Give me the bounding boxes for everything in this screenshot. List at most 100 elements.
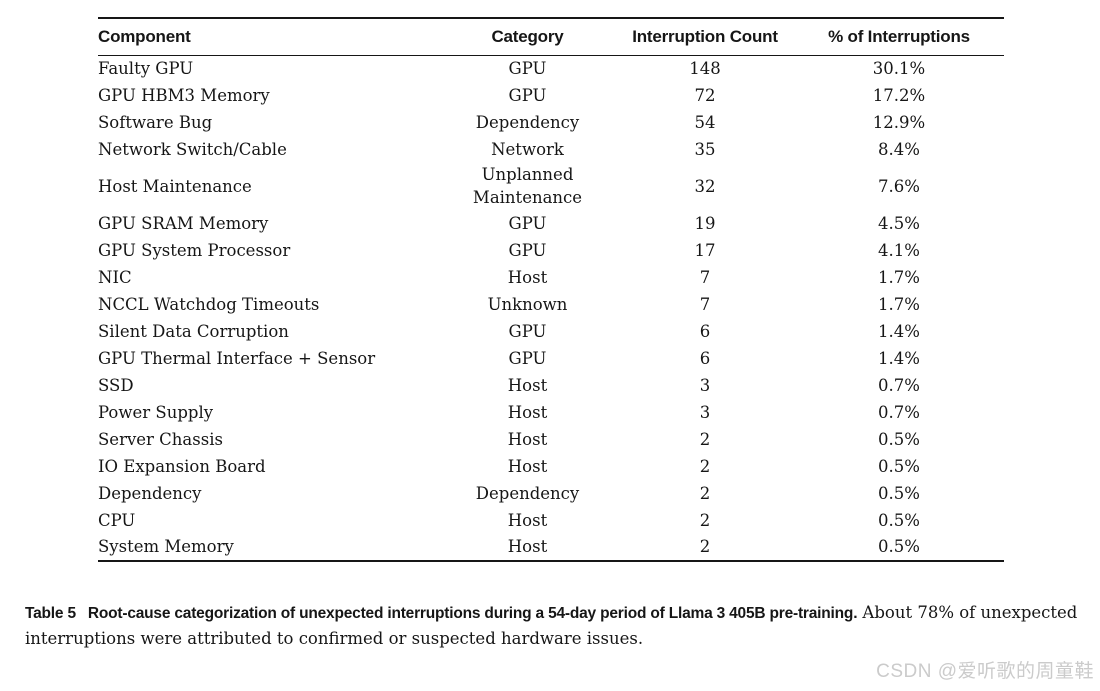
cell-interruption-count: 7 (699, 267, 711, 287)
table-row: CPU Host 2 0.5% (98, 507, 1004, 534)
cell-pct-of-interruptions: 8.4% (878, 139, 920, 159)
cell-pct-of-interruptions: 30.1% (872, 59, 926, 79)
table-row: Faulty GPU GPU 148 30.1% (98, 55, 1004, 82)
cell-category: Dependency (475, 483, 580, 503)
cell-category: GPU (508, 348, 547, 368)
table-caption: Table 5 Root-cause categorization of unex… (25, 600, 1083, 651)
cell-pct-of-interruptions: 0.5% (878, 456, 920, 476)
cell-category: GPU (508, 213, 547, 233)
cell-interruption-count: 32 (694, 176, 716, 196)
cell-category: Unknown (487, 294, 568, 314)
cell-interruption-count: 2 (699, 510, 711, 530)
cell-interruption-count: 17 (694, 240, 716, 260)
cell-pct-of-interruptions: 4.5% (878, 213, 920, 233)
caption-text: About 78% of unexpected interruptions we… (25, 603, 1078, 648)
cell-component: Software Bug (98, 112, 213, 132)
caption-title: Root-cause categorization of unexpected … (87, 605, 858, 622)
header-interruption-count: Interruption Count (616, 18, 794, 56)
cell-category: Host (507, 402, 548, 422)
cell-interruption-count: 72 (694, 85, 716, 105)
cell-component: GPU SRAM Memory (98, 213, 269, 233)
cell-component: System Memory (98, 537, 234, 557)
cell-pct-of-interruptions: 4.1% (878, 240, 920, 260)
cell-pct-of-interruptions: 1.7% (878, 294, 920, 314)
cell-interruption-count: 2 (699, 483, 711, 503)
header-category: Category (439, 18, 616, 56)
cell-component: NCCL Watchdog Timeouts (98, 294, 320, 314)
cell-interruption-count: 54 (694, 112, 716, 132)
watermark: CSDN @爱听歌的周童鞋 (876, 661, 1094, 682)
cell-pct-of-interruptions: 0.7% (878, 375, 920, 395)
table-header-row: Component Category Interruption Count % … (98, 18, 1004, 56)
cell-interruption-count: 3 (699, 375, 711, 395)
table-row: Network Switch/Cable Network 35 8.4% (98, 136, 1004, 163)
interruptions-table: Component Category Interruption Count % … (98, 17, 1004, 562)
cell-interruption-count: 19 (694, 213, 716, 233)
cell-category: GPU (508, 85, 547, 105)
table-row: IO Expansion Board Host 2 0.5% (98, 453, 1004, 480)
cell-component: Dependency (98, 483, 202, 503)
cell-interruption-count: 2 (699, 456, 711, 476)
cell-component: Silent Data Corruption (98, 321, 289, 341)
cell-pct-of-interruptions: 17.2% (872, 85, 926, 105)
cell-category: Host (507, 375, 548, 395)
table-body: Faulty GPU GPU 148 30.1% GPU HBM3 Memory… (98, 55, 1004, 561)
cell-component: Faulty GPU (98, 59, 194, 79)
cell-pct-of-interruptions: 1.7% (878, 267, 920, 287)
table-row: System Memory Host 2 0.5% (98, 534, 1004, 561)
cell-category: Network (491, 139, 564, 159)
table-row: GPU SRAM Memory GPU 19 4.5% (98, 210, 1004, 237)
table-row: Dependency Dependency 2 0.5% (98, 480, 1004, 507)
table-row: GPU HBM3 Memory GPU 72 17.2% (98, 82, 1004, 109)
caption-label: Table 5 (25, 605, 76, 622)
table-row: GPU Thermal Interface + Sensor GPU 6 1.4… (98, 345, 1004, 372)
cell-pct-of-interruptions: 1.4% (878, 321, 920, 341)
cell-component: IO Expansion Board (98, 456, 266, 476)
table-row: Software Bug Dependency 54 12.9% (98, 109, 1004, 136)
cell-component: Host Maintenance (98, 176, 252, 196)
cell-interruption-count: 148 (689, 59, 721, 79)
cell-interruption-count: 35 (694, 139, 716, 159)
cell-component: GPU HBM3 Memory (98, 85, 270, 105)
cell-component: Network Switch/Cable (98, 139, 287, 159)
cell-category: GPU (508, 240, 547, 260)
table-row: GPU System Processor GPU 17 4.1% (98, 237, 1004, 264)
table-header: Component Category Interruption Count % … (98, 18, 1004, 56)
cell-component: NIC (98, 267, 132, 287)
cell-category: Host (507, 537, 548, 557)
cell-pct-of-interruptions: 0.7% (878, 402, 920, 422)
cell-component: Power Supply (98, 402, 214, 422)
cell-pct-of-interruptions: 12.9% (872, 112, 926, 132)
table-row: Server Chassis Host 2 0.5% (98, 426, 1004, 453)
cell-component: SSD (98, 375, 134, 395)
cell-category: GPU (508, 59, 547, 79)
table-row: Silent Data Corruption GPU 6 1.4% (98, 318, 1004, 345)
header-pct-of-interruptions: % of Interruptions (794, 18, 1004, 56)
cell-interruption-count: 6 (699, 348, 711, 368)
table-row: SSD Host 3 0.7% (98, 372, 1004, 399)
header-component: Component (98, 18, 439, 56)
cell-interruption-count: 7 (699, 294, 711, 314)
cell-category: GPU (508, 321, 547, 341)
cell-category: Host (507, 456, 548, 476)
cell-category: Host (507, 510, 548, 530)
table-row: NIC Host 7 1.7% (98, 264, 1004, 291)
cell-component: CPU (98, 510, 136, 530)
cell-component: GPU System Processor (98, 240, 291, 260)
cell-category: Host (507, 267, 548, 287)
cell-interruption-count: 2 (699, 429, 711, 449)
cell-pct-of-interruptions: 1.4% (878, 348, 920, 368)
cell-component: GPU Thermal Interface + Sensor (98, 348, 376, 368)
cell-pct-of-interruptions: 0.5% (878, 537, 920, 557)
cell-pct-of-interruptions: 0.5% (878, 483, 920, 503)
cell-pct-of-interruptions: 0.5% (878, 510, 920, 530)
cell-component: Server Chassis (98, 429, 223, 449)
table-row: Host Maintenance Unplanned Maintenance 3… (98, 163, 1004, 210)
cell-category: Unplanned Maintenance (472, 165, 583, 208)
cell-interruption-count: 3 (699, 402, 711, 422)
table-row: Power Supply Host 3 0.7% (98, 399, 1004, 426)
table-row: NCCL Watchdog Timeouts Unknown 7 1.7% (98, 291, 1004, 318)
cell-category: Dependency (475, 112, 580, 132)
cell-pct-of-interruptions: 7.6% (878, 176, 920, 196)
cell-interruption-count: 2 (699, 537, 711, 557)
